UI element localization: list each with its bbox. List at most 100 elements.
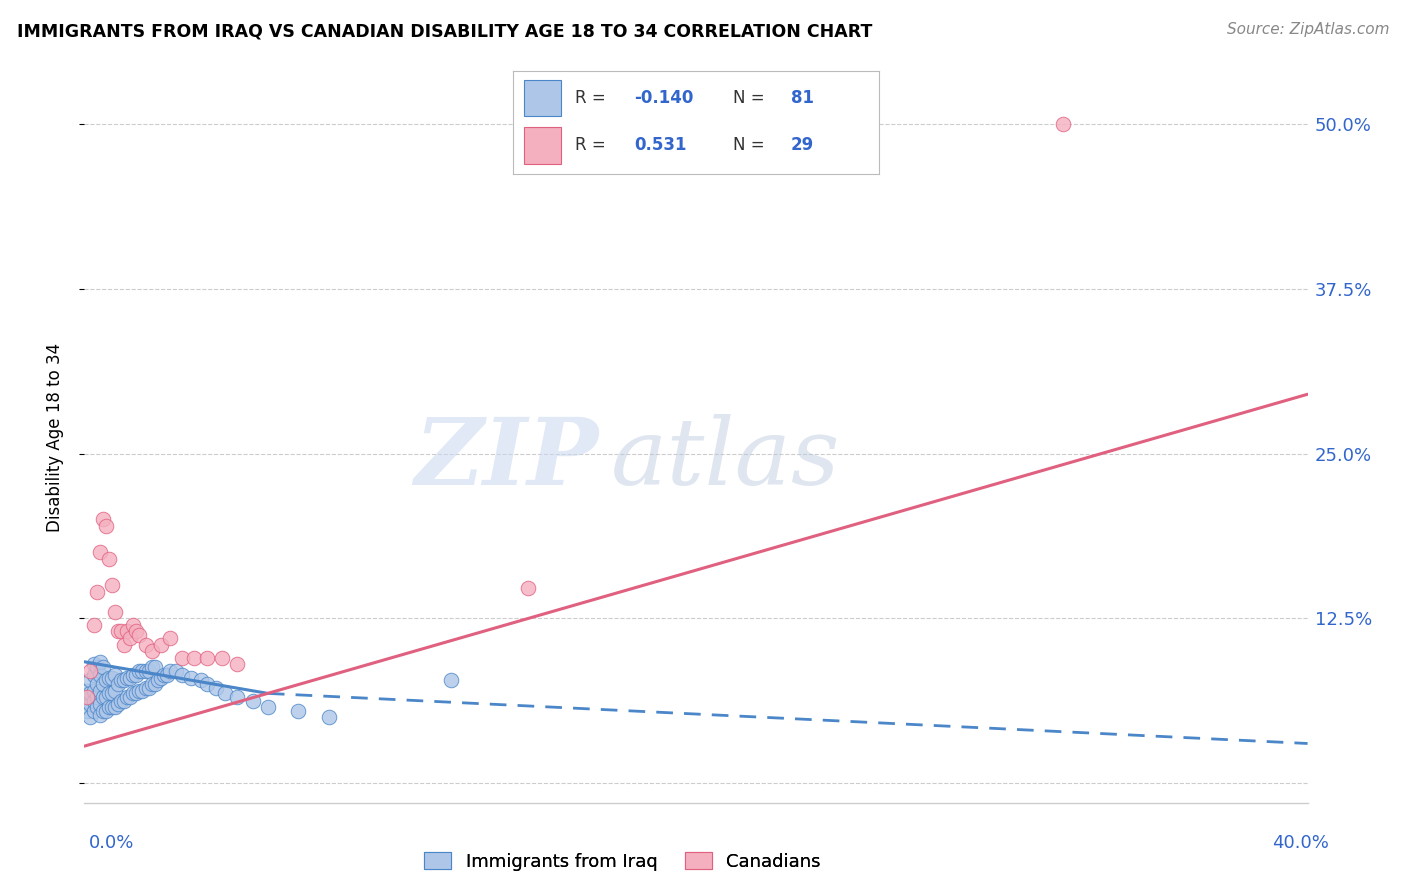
Point <box>89 707 111 722</box>
Point <box>91 690 114 705</box>
Point <box>110 673 132 688</box>
Point <box>226 690 249 705</box>
Point <box>131 683 153 698</box>
Point <box>104 605 127 619</box>
Point <box>125 624 148 639</box>
Point <box>242 694 264 708</box>
Point <box>101 671 124 685</box>
Point <box>125 668 148 682</box>
Text: Source: ZipAtlas.com: Source: ZipAtlas.com <box>1226 22 1389 37</box>
Point <box>91 660 114 674</box>
Point <box>146 673 169 688</box>
Point <box>195 650 218 665</box>
Point <box>97 686 120 700</box>
Legend: Immigrants from Iraq, Canadians: Immigrants from Iraq, Canadians <box>418 845 828 878</box>
Point <box>79 673 101 688</box>
Point <box>172 668 194 682</box>
Point <box>112 673 135 688</box>
Point <box>159 664 181 678</box>
FancyBboxPatch shape <box>524 127 561 163</box>
Point <box>135 681 157 695</box>
Point <box>89 655 111 669</box>
Point <box>120 690 142 705</box>
Point <box>76 690 98 705</box>
Point <box>135 664 157 678</box>
Point <box>83 694 105 708</box>
Point <box>190 673 212 688</box>
Point <box>89 545 111 559</box>
Point <box>516 581 538 595</box>
Point <box>135 638 157 652</box>
Point <box>94 690 117 705</box>
Point <box>211 650 233 665</box>
Point <box>97 699 120 714</box>
Point <box>141 644 163 658</box>
Point <box>143 660 166 674</box>
Point <box>79 686 101 700</box>
Text: R =: R = <box>575 136 612 154</box>
Point <box>94 519 117 533</box>
Point <box>86 660 108 674</box>
Point <box>110 624 132 639</box>
Point <box>104 683 127 698</box>
Point <box>125 686 148 700</box>
Point <box>79 664 101 678</box>
Point <box>195 677 218 691</box>
Text: ZIP: ZIP <box>413 414 598 504</box>
Point <box>76 683 98 698</box>
Point <box>91 512 114 526</box>
Point <box>115 690 138 705</box>
Point <box>86 690 108 705</box>
Point <box>86 585 108 599</box>
Point <box>226 657 249 672</box>
Point <box>97 552 120 566</box>
Point <box>83 704 105 718</box>
Point <box>287 704 309 718</box>
Point <box>76 704 98 718</box>
Text: 0.531: 0.531 <box>634 136 686 154</box>
Point <box>107 677 129 691</box>
Point <box>138 681 160 695</box>
Text: atlas: atlas <box>610 414 839 504</box>
Point <box>104 699 127 714</box>
Point <box>172 650 194 665</box>
Point <box>107 697 129 711</box>
Text: N =: N = <box>733 136 769 154</box>
Text: IMMIGRANTS FROM IRAQ VS CANADIAN DISABILITY AGE 18 TO 34 CORRELATION CHART: IMMIGRANTS FROM IRAQ VS CANADIAN DISABIL… <box>17 22 872 40</box>
Point <box>128 664 150 678</box>
Point <box>79 710 101 724</box>
Point <box>183 650 205 665</box>
Point <box>97 671 120 685</box>
Point <box>153 668 176 682</box>
Point <box>159 631 181 645</box>
Point <box>180 671 202 685</box>
Text: N =: N = <box>733 89 769 107</box>
Point <box>115 671 138 685</box>
Point <box>101 686 124 700</box>
Point <box>112 694 135 708</box>
Point <box>214 686 236 700</box>
Text: R =: R = <box>575 89 612 107</box>
Point <box>143 677 166 691</box>
Point <box>91 677 114 691</box>
Point <box>149 671 172 685</box>
Text: -0.140: -0.140 <box>634 89 693 107</box>
Point <box>83 657 105 672</box>
Point <box>89 668 111 682</box>
Point <box>131 664 153 678</box>
Point <box>94 673 117 688</box>
Point <box>149 638 172 652</box>
Point <box>76 694 98 708</box>
Point <box>101 578 124 592</box>
Point <box>128 628 150 642</box>
Point <box>110 694 132 708</box>
Point <box>115 624 138 639</box>
Point <box>104 668 127 682</box>
Point <box>141 660 163 674</box>
Point <box>440 673 463 688</box>
Point <box>138 664 160 678</box>
Point <box>141 677 163 691</box>
FancyBboxPatch shape <box>524 79 561 117</box>
Point <box>101 699 124 714</box>
Text: 0.0%: 0.0% <box>89 834 134 852</box>
